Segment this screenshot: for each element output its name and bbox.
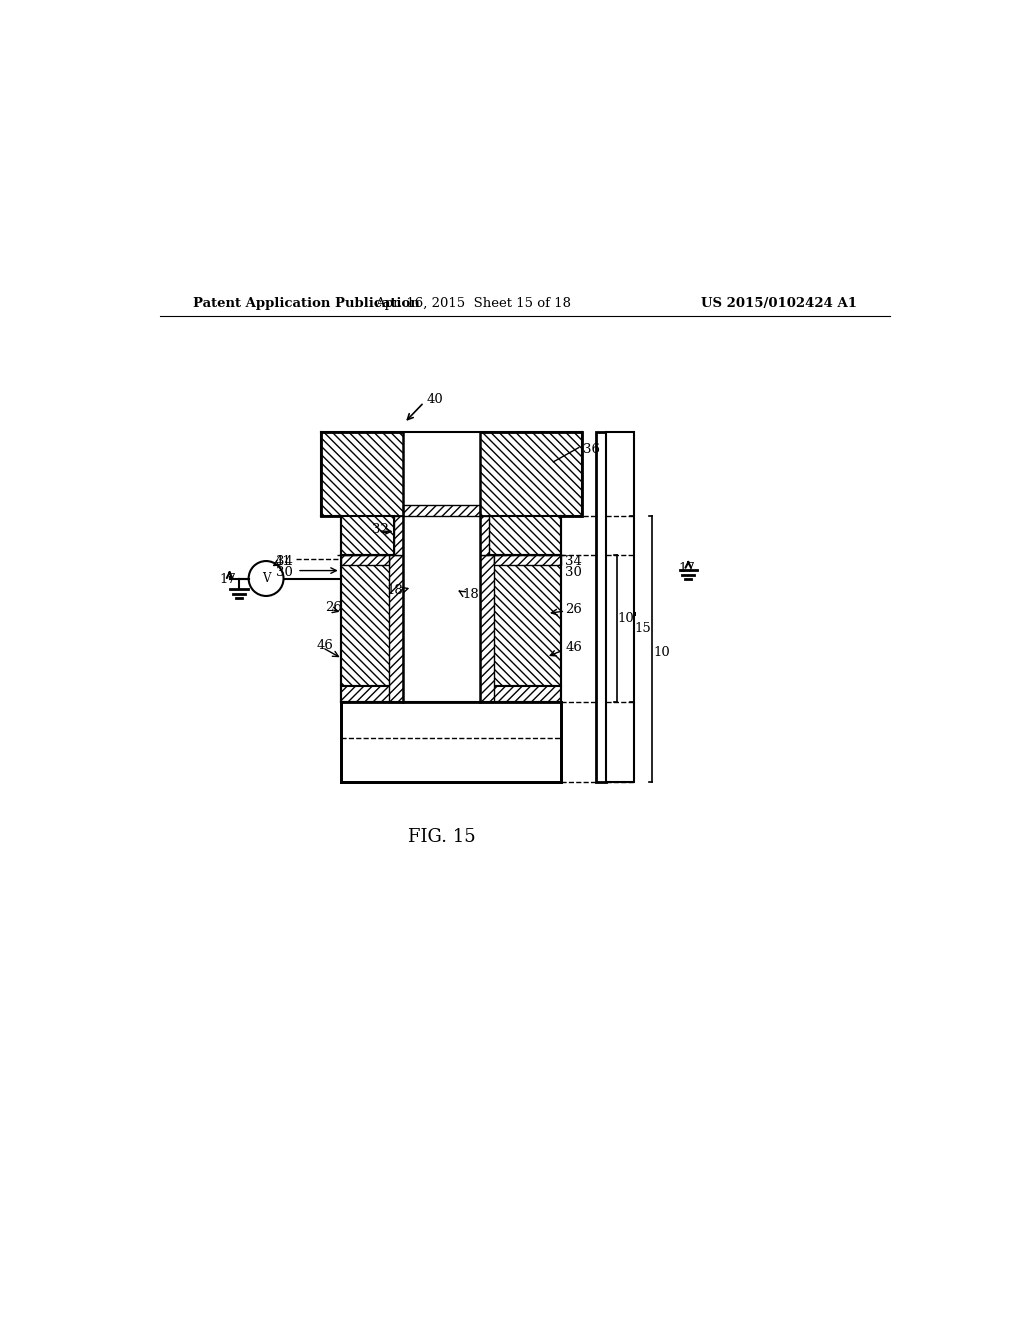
Text: 41: 41 bbox=[274, 556, 292, 569]
Text: 36: 36 bbox=[583, 444, 600, 457]
Bar bbox=[479, 686, 560, 702]
Text: Apr. 16, 2015  Sheet 15 of 18: Apr. 16, 2015 Sheet 15 of 18 bbox=[375, 297, 571, 310]
Text: 17: 17 bbox=[219, 573, 237, 586]
Bar bbox=[403, 433, 479, 702]
Bar bbox=[494, 556, 560, 565]
Text: FIG. 15: FIG. 15 bbox=[408, 828, 475, 846]
Text: 40: 40 bbox=[426, 393, 443, 407]
Text: 30: 30 bbox=[276, 566, 293, 578]
Text: 17: 17 bbox=[679, 562, 695, 574]
Bar bbox=[341, 702, 560, 781]
Bar bbox=[403, 504, 479, 516]
Bar bbox=[389, 556, 403, 702]
Text: US 2015/0102424 A1: US 2015/0102424 A1 bbox=[700, 297, 857, 310]
Bar bbox=[479, 516, 489, 556]
Bar bbox=[596, 433, 606, 781]
Text: 18: 18 bbox=[387, 583, 403, 597]
Text: 10: 10 bbox=[653, 645, 670, 659]
Text: 32: 32 bbox=[373, 523, 389, 536]
Bar bbox=[341, 686, 403, 702]
Text: 18: 18 bbox=[462, 587, 479, 601]
Text: 26: 26 bbox=[325, 601, 342, 614]
Text: 46: 46 bbox=[316, 639, 334, 652]
Text: 34: 34 bbox=[565, 554, 583, 568]
Text: Patent Application Publication: Patent Application Publication bbox=[194, 297, 420, 310]
Bar bbox=[489, 516, 560, 556]
Text: V: V bbox=[262, 572, 270, 585]
Text: 34: 34 bbox=[276, 554, 293, 568]
Bar bbox=[341, 556, 389, 565]
Bar bbox=[606, 433, 634, 781]
Bar bbox=[341, 564, 403, 686]
Bar bbox=[321, 433, 582, 516]
Bar bbox=[403, 433, 479, 516]
Bar bbox=[479, 564, 560, 686]
Bar bbox=[479, 556, 494, 702]
Bar bbox=[394, 516, 403, 556]
Text: 10': 10' bbox=[617, 612, 638, 626]
Bar bbox=[341, 516, 394, 556]
Text: 30: 30 bbox=[565, 566, 583, 578]
Text: 46: 46 bbox=[565, 642, 583, 653]
Text: 15: 15 bbox=[634, 622, 651, 635]
Text: 26: 26 bbox=[565, 603, 583, 616]
